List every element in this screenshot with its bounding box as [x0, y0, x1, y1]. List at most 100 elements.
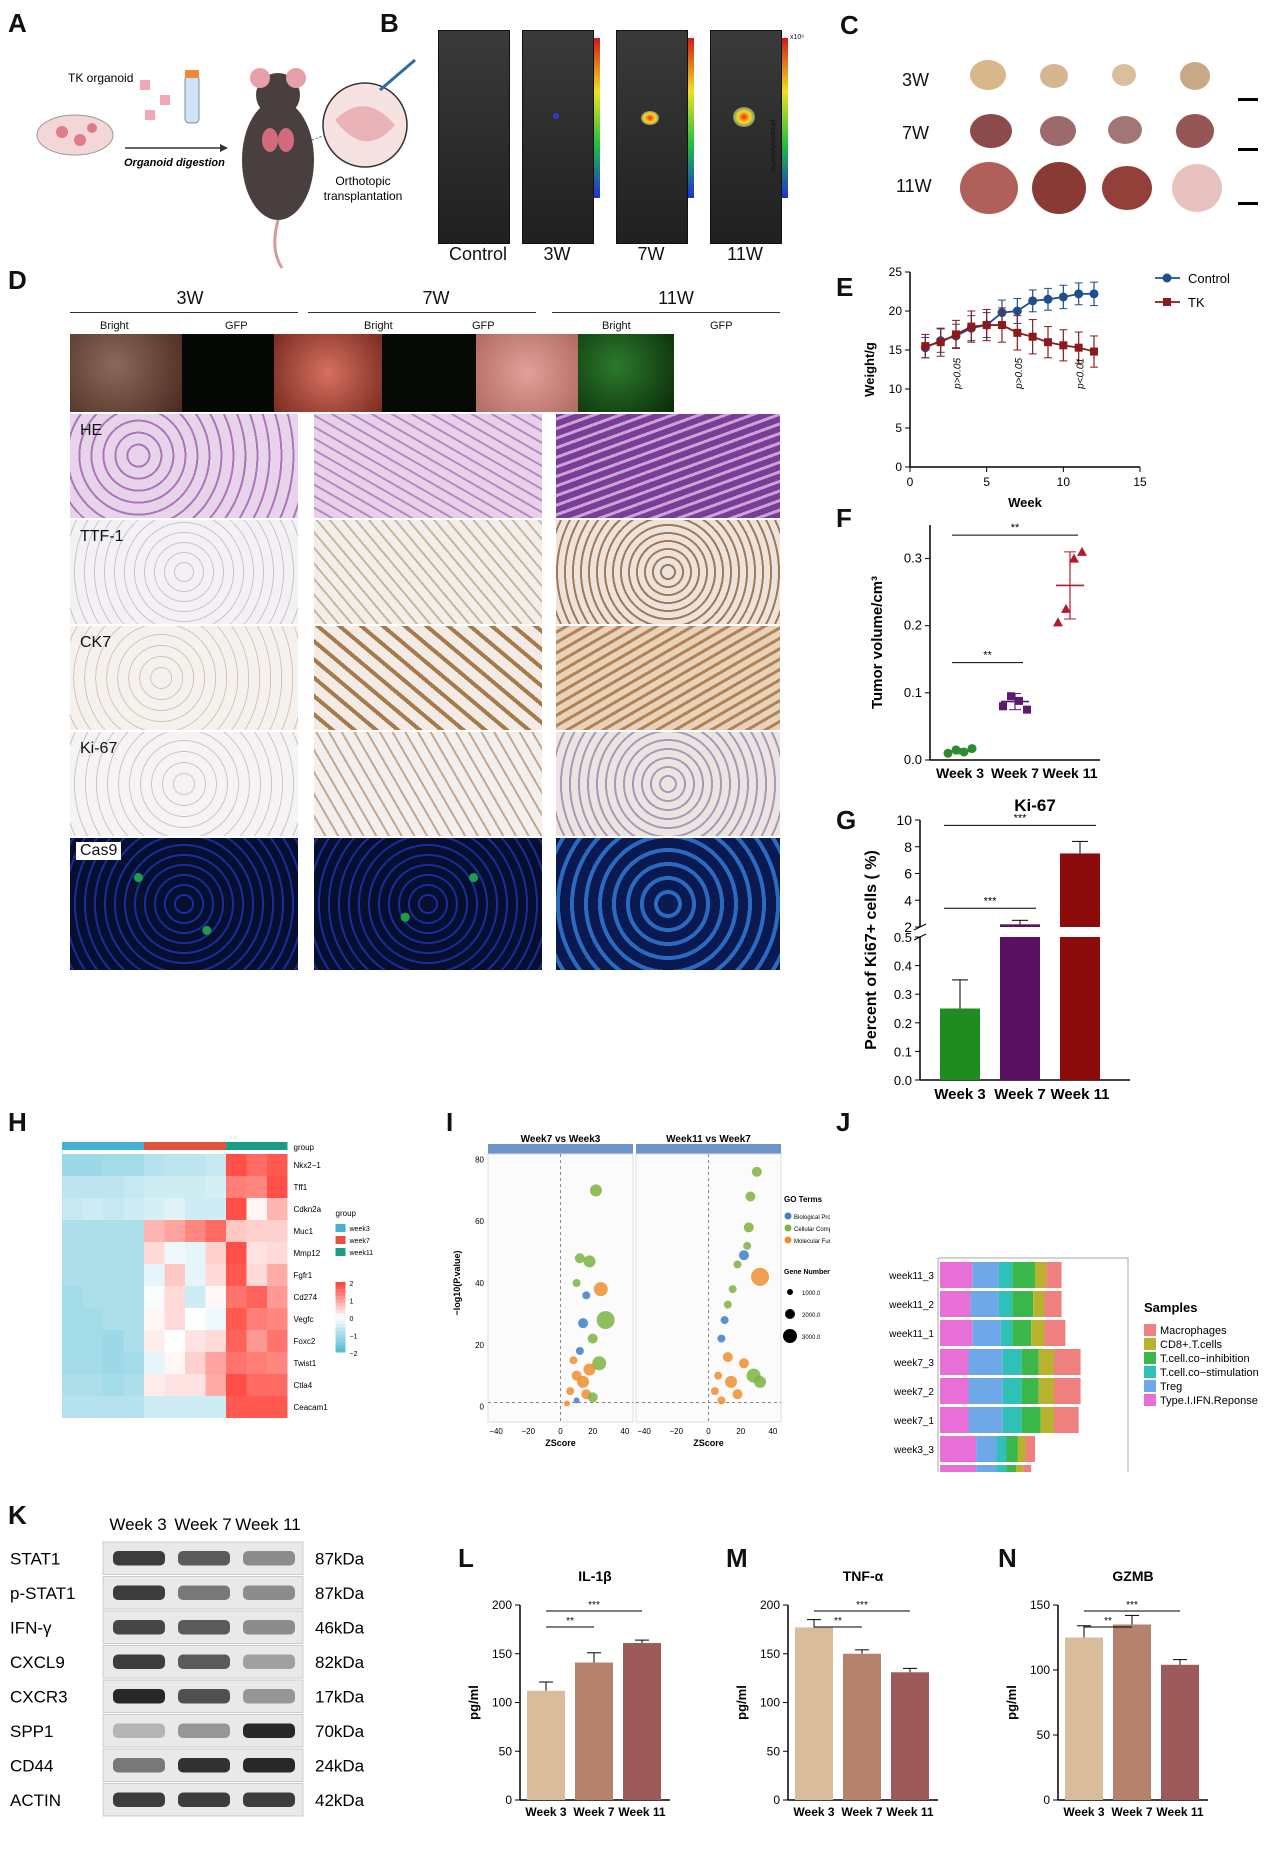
heatmap-cell — [226, 1176, 247, 1198]
y-tick-label: 60 — [475, 1217, 484, 1226]
legend-swatch — [1144, 1324, 1156, 1336]
gene-label: Fgfr1 — [294, 1271, 313, 1280]
zoom-line — [311, 134, 326, 141]
group-annotation-cell — [226, 1142, 247, 1150]
p-value-annotation: p<0.01 — [1075, 358, 1086, 390]
kda-label: 87kDa — [315, 1584, 365, 1603]
legend-title: GO Terms — [784, 1195, 823, 1204]
size-legend-label: 2000.0 — [802, 1313, 821, 1319]
size-legend-label: 3000.0 — [802, 1335, 821, 1341]
y-tick-label: 200 — [492, 1598, 512, 1612]
stacked-segment — [940, 1349, 969, 1375]
stacked-segment — [1038, 1349, 1054, 1375]
tumor-3w-2 — [1040, 64, 1068, 88]
heatmap-cell — [144, 1264, 165, 1286]
data-point — [982, 321, 991, 330]
legend-label: Macrophages — [1160, 1325, 1227, 1337]
heatmap-cell — [205, 1330, 226, 1352]
data-point — [1059, 341, 1068, 350]
x-tick-label: Week 7 — [994, 1086, 1045, 1103]
kda-label: 82kDa — [315, 1653, 365, 1672]
go-term-point — [593, 1282, 608, 1297]
syringe-icon — [379, 58, 416, 92]
row-label-11w: 11W — [896, 176, 932, 196]
group-annotation-cell — [185, 1142, 206, 1150]
legend-label: Cellular Component — [794, 1227, 830, 1233]
significance-label: ** — [983, 650, 992, 662]
heatmap-cell — [185, 1308, 206, 1330]
y-tick-label: 0.3 — [904, 551, 922, 566]
x-tick-label: −20 — [521, 1427, 535, 1436]
heatmap-cell — [144, 1220, 165, 1242]
heatmap-cell — [226, 1330, 247, 1352]
heatmap-cell — [164, 1286, 185, 1308]
heatmap-cell — [164, 1176, 185, 1198]
bar — [843, 1653, 881, 1800]
go-term-point — [717, 1396, 726, 1405]
ki67-image-7w — [314, 732, 542, 836]
data-point — [952, 330, 960, 339]
legend-swatch — [1144, 1338, 1156, 1350]
lung-tissue-icon — [335, 106, 395, 142]
stacked-segment — [968, 1349, 1003, 1375]
data-point — [1013, 328, 1022, 337]
go-scatter-plot: Week7 vs Week3 −40 −20 0 20 40 ZScore Week11 vs… — [452, 1134, 847, 1448]
y-tick-label: 150 — [760, 1647, 780, 1661]
go-term-point — [596, 1311, 615, 1330]
data-point — [999, 702, 1007, 711]
legend-title: Samples — [1144, 1300, 1197, 1315]
protein-band — [243, 1758, 295, 1773]
colorscale-step — [335, 1296, 346, 1300]
stacked-segment — [1021, 1378, 1039, 1404]
heatmap-cell — [267, 1176, 288, 1198]
y-tick-label: 0 — [773, 1793, 780, 1807]
go-term-point — [751, 1267, 770, 1286]
legend-label: T.cell.co−inhibition — [1160, 1353, 1250, 1365]
x-tick-label: 15 — [1133, 475, 1147, 489]
tumor-7w-1 — [970, 114, 1012, 148]
x-tick-label: 20 — [736, 1427, 745, 1436]
x-tick-label: 40 — [768, 1427, 777, 1436]
mouse-tail-icon — [273, 219, 284, 269]
protein-band — [243, 1551, 295, 1566]
heatmap-cell — [144, 1198, 165, 1220]
go-term-point — [582, 1291, 591, 1300]
stacked-segment — [1000, 1320, 1013, 1346]
data-point — [1061, 603, 1071, 613]
y-tick-label: 0.1 — [904, 685, 922, 700]
heatmap-cell — [82, 1264, 103, 1286]
chart-title: GZMB — [1112, 1568, 1153, 1584]
panel-a-schematic: TK organoid Organoid digestion Orthotopi… — [20, 40, 420, 270]
x-axis-label: ZScore — [545, 1438, 576, 1448]
row-label-cas9: Cas9 — [76, 842, 122, 860]
stacked-segment — [940, 1436, 977, 1462]
heatmap-cell — [144, 1176, 165, 1198]
x-axis-label: ZScore — [693, 1438, 724, 1448]
heatmap-cell — [267, 1154, 288, 1176]
panel-e-weight-chart: 0 5 10 15 20 25 0 5 10 15 Week Weight/g p>0.05 p>0.05… — [860, 262, 1280, 512]
colorscale-step — [335, 1285, 346, 1290]
he-image-7w — [314, 414, 542, 518]
colorbar-unit: x10⁶ — [790, 34, 805, 41]
bar — [940, 1008, 980, 1080]
bright-image-7w — [274, 334, 382, 412]
go-term-point — [573, 1397, 580, 1404]
mouse-ear-icon — [250, 68, 270, 88]
y-tick-label: 100 — [492, 1696, 512, 1710]
heatmap-cell — [144, 1308, 165, 1330]
legend-swatch — [1144, 1394, 1156, 1406]
y-tick-label: 150 — [492, 1647, 512, 1661]
protein-label: IFN-γ — [10, 1618, 52, 1637]
scale-bar — [1238, 98, 1258, 101]
colorscale-step — [335, 1320, 346, 1325]
lung-icon — [278, 128, 294, 152]
legend-title: group — [336, 1209, 357, 1218]
row-label: week11_3 — [888, 1271, 934, 1282]
ck7-image-7w — [314, 626, 542, 730]
heatmap-cell — [103, 1374, 124, 1396]
heatmap-cell — [205, 1242, 226, 1264]
heatmap-cell — [62, 1154, 83, 1176]
y-tick-label: 100 — [1030, 1663, 1050, 1677]
p-value-annotation: p>0.05 — [953, 358, 964, 390]
